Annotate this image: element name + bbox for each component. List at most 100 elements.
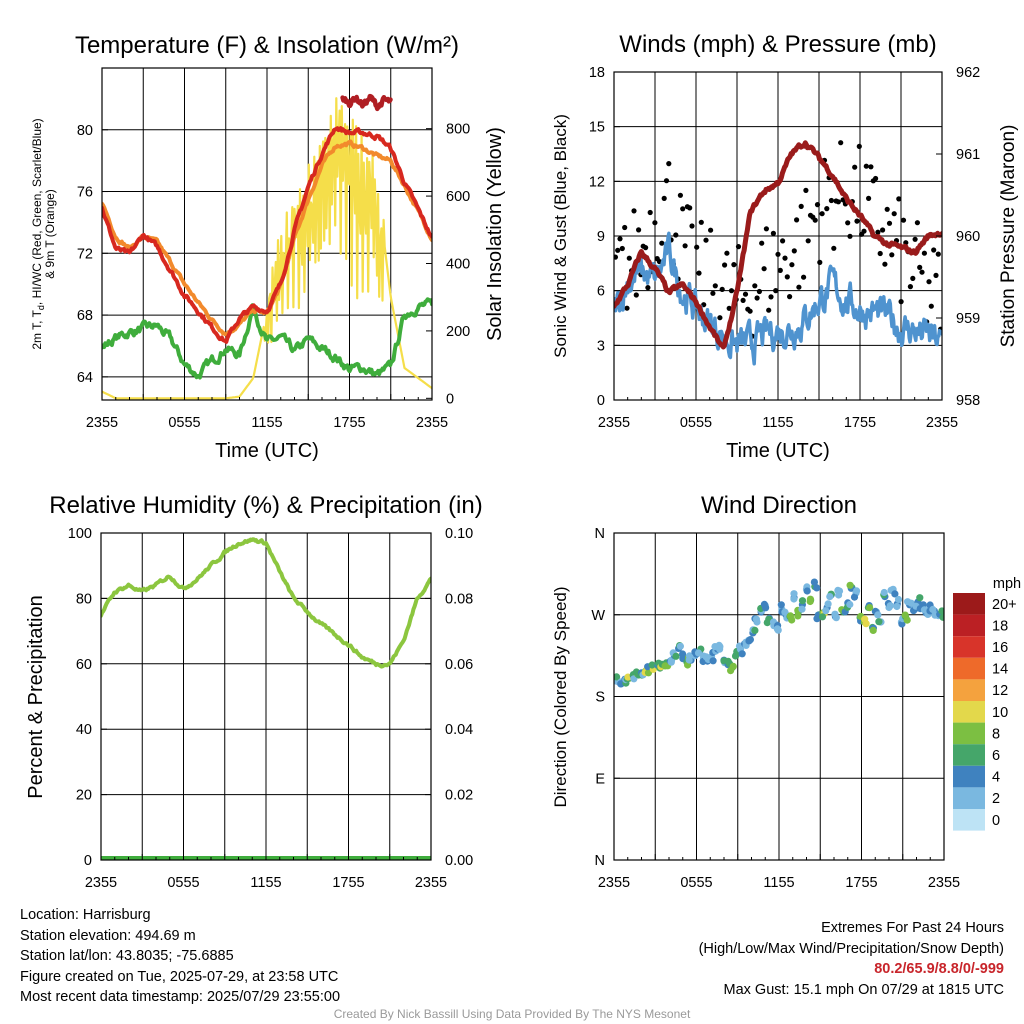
gust-point: [773, 288, 779, 294]
gust-point: [636, 227, 642, 233]
y-tick-label: E: [595, 771, 605, 787]
gust-point: [680, 206, 686, 212]
gust-point: [898, 299, 904, 305]
gust-point: [803, 187, 809, 193]
x-tick-label: 2355: [416, 415, 448, 431]
y-tick-label: 100: [68, 526, 92, 542]
gust-point: [647, 209, 653, 216]
gust-point: [921, 250, 928, 256]
x-tick-label: 1755: [333, 415, 365, 431]
y-tick-label: 0: [597, 393, 605, 409]
gust-point: [787, 294, 793, 300]
gust-point: [875, 229, 881, 235]
gust-point: [914, 220, 921, 226]
wind-direction-point: [630, 675, 638, 683]
wind-direction-point: [893, 602, 901, 611]
gust-point: [928, 303, 934, 309]
y-tick-label: 72: [77, 246, 93, 262]
wind-direction-point: [760, 600, 769, 609]
temperature-chart-title: Temperature (F) & Insolation (W/m²): [75, 32, 459, 59]
wind-direction-point: [869, 626, 877, 635]
wind-direction-point: [810, 578, 819, 586]
speed-legend: mph 20+ 18 16 14 12 10 8 6 4 2 0: [953, 576, 1021, 831]
wind-direction-point: [709, 657, 717, 665]
gust-point: [775, 251, 781, 257]
wind-direction-point: [777, 601, 785, 609]
legend-swatch: [953, 614, 985, 637]
gust-point: [780, 238, 786, 244]
gust-point: [682, 243, 688, 249]
gust-point: [824, 206, 830, 212]
wind-direction-point: [813, 584, 821, 592]
wind-direction-point: [834, 586, 842, 595]
gust-point: [717, 315, 723, 321]
wind-direction-point: [751, 626, 759, 635]
temperature-y-label-line1: 2m T, Td, HI/WC (Red, Green, Scarlet/Blu…: [30, 118, 46, 349]
wind-direction-point: [875, 618, 883, 626]
y-tick-label: 9: [597, 229, 605, 245]
humidity-chart-title: Relative Humidity (%) & Precipitation (i…: [49, 492, 482, 519]
y-tick-label: 80: [76, 591, 92, 607]
gust-point: [877, 250, 883, 257]
y2-tick-label: 200: [446, 324, 470, 340]
gust-point: [624, 305, 630, 311]
wind-direction-point: [790, 595, 798, 603]
y2-tick-label: 800: [446, 122, 470, 138]
y-tick-label: N: [595, 526, 605, 542]
gust-point: [712, 283, 718, 289]
wind-direction-point: [679, 650, 687, 658]
wind-direction-point: [790, 590, 798, 598]
x-tick-label: 2355: [598, 875, 630, 891]
x-tick-label: 2355: [86, 415, 118, 431]
y-tick-label: 40: [76, 722, 92, 738]
wind-direction-point: [731, 652, 740, 660]
x-tick-label: 2355: [926, 415, 958, 431]
wind-direction-point: [903, 616, 911, 624]
winds-chart-title: Winds (mph) & Pressure (mb): [619, 31, 936, 58]
wind-direction-point: [862, 620, 870, 628]
gust-point: [696, 270, 702, 276]
wind-direction-point: [729, 662, 737, 671]
gust-point: [724, 250, 730, 256]
elevation-text: Station elevation: 494.69 m: [20, 927, 196, 944]
gust-point: [652, 220, 658, 226]
credit-text: Created By Nick Bassill Using Data Provi…: [333, 1007, 691, 1021]
gust-point: [663, 178, 670, 184]
wind-direction-point: [938, 607, 944, 615]
x-tick-label: 1155: [762, 415, 793, 431]
x-tick-label: 0555: [167, 875, 199, 891]
gust-point: [819, 211, 825, 217]
station-info: Location: Harrisburg Station elevation: …: [20, 905, 340, 1008]
legend-swatch: [953, 787, 985, 809]
recent-data-text: Most recent data timestamp: 2025/07/29 2…: [20, 989, 341, 1005]
temperature-y-label-line2: & 9m T (Orange): [43, 189, 57, 279]
gust-point: [907, 284, 914, 290]
y-tick-label: 12: [589, 174, 605, 190]
x-tick-label: 2355: [598, 415, 630, 431]
gust-point: [735, 244, 742, 250]
y2-tick-label: 0: [446, 391, 454, 407]
gust-point: [910, 275, 916, 281]
wind-direction-point: [786, 612, 795, 620]
gust-point: [754, 295, 760, 301]
gust-point: [728, 288, 735, 294]
gust-point: [845, 220, 851, 226]
gust-point: [791, 248, 797, 254]
gust-point: [742, 291, 749, 297]
gust-point: [889, 252, 895, 258]
wind-direction-point: [676, 642, 685, 650]
gust-point: [852, 164, 858, 170]
gust-point: [900, 217, 907, 223]
wind-direction-point: [694, 649, 703, 657]
gust-point: [777, 267, 783, 273]
gust-point: [919, 269, 925, 275]
gust-point: [931, 247, 937, 253]
gust-point: [863, 163, 869, 169]
gust-point: [617, 236, 623, 242]
wind-direction-point: [752, 615, 761, 623]
gust-point: [622, 224, 628, 231]
x-tick-label: 2355: [415, 875, 447, 891]
y2-tick-label: 0.10: [445, 526, 473, 542]
gust-point: [722, 262, 728, 268]
legend-label: 14: [992, 662, 1008, 678]
